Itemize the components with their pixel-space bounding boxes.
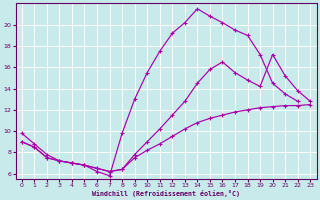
X-axis label: Windchill (Refroidissement éolien,°C): Windchill (Refroidissement éolien,°C) xyxy=(92,190,240,197)
